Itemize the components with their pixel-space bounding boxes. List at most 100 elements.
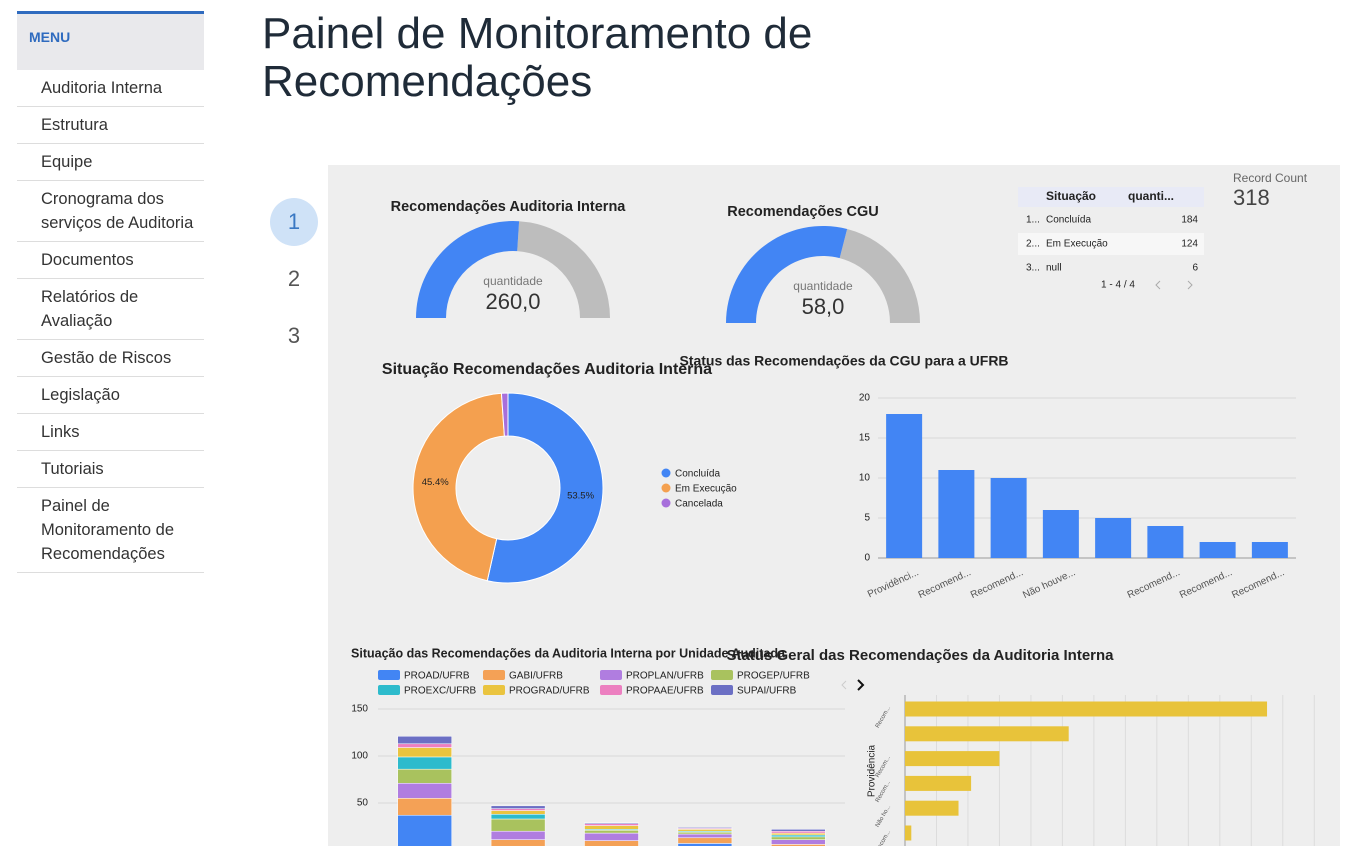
bar <box>938 470 975 558</box>
x-tick-label: Recomend... <box>917 567 973 601</box>
menu-item[interactable]: Cronograma dos serviços de Auditoria <box>17 181 204 242</box>
bar-segment <box>397 814 452 846</box>
y-tick-label: 10 <box>859 473 871 484</box>
legend-swatch <box>483 685 505 695</box>
menu-item[interactable]: Relatórios de Avaliação <box>17 279 204 340</box>
bar <box>1042 510 1079 558</box>
y-tick-label: 50 <box>357 798 369 809</box>
x-tick-label: Recomend... <box>1126 567 1182 601</box>
legend-swatch <box>661 468 671 478</box>
pagination: 1 - 4 / 4 <box>1101 280 1135 291</box>
bar-segment <box>397 768 452 784</box>
menu-item[interactable]: Painel de Monitoramento de Recomendações <box>17 488 204 573</box>
prev-page-icon[interactable] <box>1155 280 1161 290</box>
row-number: 1... <box>1026 215 1040 226</box>
gauge-track <box>839 229 920 323</box>
menu-item[interactable]: Legislação <box>17 377 204 414</box>
gauge-value-label: 260,0 <box>485 289 540 314</box>
bar-segment <box>771 839 826 845</box>
page-button[interactable]: 3 <box>287 323 301 348</box>
page-title: Painel de Monitoramento de Recomendações <box>262 9 813 106</box>
menu-item[interactable]: Estrutura <box>17 107 204 144</box>
legend-label: PROGRAD/UFRB <box>509 686 590 697</box>
bar-segment <box>771 829 826 832</box>
legend-label: PROGEP/UFRB <box>737 671 810 682</box>
next-page-icon[interactable] <box>1187 280 1193 290</box>
bar <box>905 800 959 816</box>
donut-slice <box>412 392 505 582</box>
side-menu: MENU Auditoria Interna Estrutura Equipe Cro… <box>17 11 204 573</box>
row-number: 2... <box>1026 239 1040 250</box>
legend-label: PROPAAE/UFRB <box>626 686 704 697</box>
legend-swatch <box>711 670 733 680</box>
legend-label: PROPLAN/UFRB <box>626 671 704 682</box>
bar-segment <box>397 747 452 758</box>
legend-prev-icon[interactable] <box>841 680 847 690</box>
menu-item[interactable]: Gestão de Riscos <box>17 340 204 377</box>
x-tick-label: Recomend... <box>1178 567 1234 601</box>
bar-segment <box>584 832 639 841</box>
bar-segment <box>490 808 546 811</box>
bar <box>905 775 972 791</box>
dashboard-canvas: Recomendações Auditoria Interna quantidad… <box>351 171 1315 846</box>
bar-segment <box>677 827 733 829</box>
y-tick-label: 150 <box>351 704 368 715</box>
bar <box>905 726 1069 742</box>
menu-item[interactable]: Auditoria Interna <box>17 70 204 107</box>
bar-segment <box>397 798 452 816</box>
page-button[interactable]: 1 <box>270 198 318 246</box>
bar-segment <box>584 830 639 834</box>
table-cell: Concluída <box>1046 215 1091 226</box>
table-header: Situação <box>1046 189 1096 203</box>
bar-segment <box>490 814 546 820</box>
menu-title: MENU <box>17 11 204 70</box>
menu-item[interactable]: Documentos <box>17 242 204 279</box>
legend-next-icon[interactable] <box>857 679 865 691</box>
y-tick-label: 100 <box>351 751 368 762</box>
menu-item[interactable]: Equipe <box>17 144 204 181</box>
gauge-label: quantidade <box>483 274 543 288</box>
bar-segment <box>771 830 826 834</box>
bar-segment <box>397 756 452 770</box>
legend-swatch <box>661 483 671 493</box>
table-cell: Em Execução <box>1046 239 1108 250</box>
bar <box>886 414 923 558</box>
bar <box>1199 542 1236 558</box>
y-tick-label: 15 <box>859 433 871 444</box>
chart-title: Situação Recomendações Auditoria Interna <box>382 361 712 378</box>
bar-segment <box>584 840 639 846</box>
table-cell: null <box>1046 263 1062 274</box>
data-label: 45.4% <box>422 477 449 488</box>
bar-segment <box>397 736 452 745</box>
bar-segment <box>771 832 826 836</box>
bar <box>1251 542 1288 558</box>
bar-segment <box>397 783 452 799</box>
y-axis-label: Providência <box>867 744 878 797</box>
table-cell: 6 <box>1192 263 1198 274</box>
bar <box>905 751 1000 767</box>
legend-swatch <box>600 685 622 695</box>
bar-segment <box>677 831 733 835</box>
bar <box>905 701 1268 717</box>
legend-label: GABI/UFRB <box>509 671 563 682</box>
gauge-title: Recomendações CGU <box>727 204 879 220</box>
table-row-bg <box>1018 233 1204 255</box>
x-tick-label: Recomend... <box>969 567 1025 601</box>
y-tick-label: Recom... <box>875 829 892 846</box>
chart-title: Status das Recomendações da CGU para a U… <box>679 353 1008 369</box>
menu-list: Auditoria Interna Estrutura Equipe Cronogra… <box>17 70 204 573</box>
table-header-bg <box>1018 187 1204 207</box>
legend-swatch <box>600 670 622 680</box>
page-button[interactable]: 2 <box>287 266 301 291</box>
gauge-value <box>726 226 848 323</box>
menu-item[interactable]: Tutoriais <box>17 451 204 488</box>
y-tick-label: Não ho... <box>875 804 893 828</box>
menu-item[interactable]: Links <box>17 414 204 451</box>
legend-label: Concluída <box>675 469 720 480</box>
y-tick-label: Recom... <box>875 705 892 729</box>
bar-segment <box>490 810 546 815</box>
y-tick-label: 5 <box>864 513 870 524</box>
legend-swatch <box>711 685 733 695</box>
legend-swatch <box>661 498 671 508</box>
legend-label: Em Execução <box>675 484 737 495</box>
